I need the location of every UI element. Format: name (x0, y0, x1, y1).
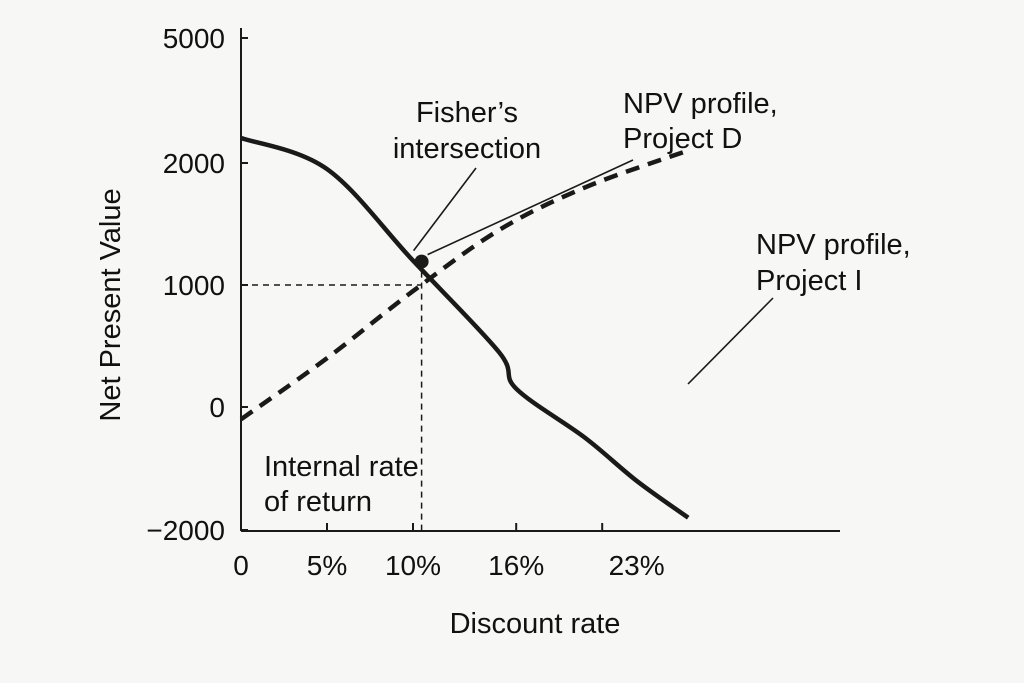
x-tick-label: 23% (609, 550, 665, 581)
project-i-pointer (687, 297, 774, 385)
x-tick-label: 16% (488, 550, 544, 581)
annotations: Fisher’s intersection NPV profile, Proje… (95, 88, 911, 640)
annotation-pointers (412, 159, 774, 385)
project-d-pointer (427, 159, 634, 256)
fisher-label-line2: intersection (393, 133, 541, 165)
series-line-solid (240, 135, 690, 520)
fisher-label-line1: Fisher’s (416, 97, 518, 129)
project-d-label-line1: NPV profile, (623, 88, 778, 120)
series-line-dashed (239, 148, 689, 422)
axes: 5000 2000 1000 0 −2000 0 5% 10% 16% 23% (146, 23, 840, 581)
project-i-label-line2: Project I (756, 265, 862, 297)
irr-label-line1: Internal rate (264, 451, 419, 483)
y-tick-label: −2000 (146, 515, 225, 546)
reference-lines (241, 260, 423, 531)
irr-label-line2: of return (264, 486, 372, 518)
x-tick-label: 10% (385, 550, 441, 581)
y-tick-label: 2000 (163, 148, 225, 179)
project-d-label-line2: Project D (623, 123, 742, 155)
y-axis-title: Net Present Value (95, 188, 127, 421)
series-group (239, 135, 690, 520)
project-i-label-line1: NPV profile, (756, 229, 911, 261)
y-tick-label: 0 (209, 392, 225, 423)
intersection-point (414, 254, 429, 269)
x-tick-label: 0 (233, 550, 249, 581)
fisher-pointer (412, 167, 477, 252)
y-tick-label: 1000 (163, 270, 225, 301)
x-axis-title: Discount rate (450, 608, 621, 640)
y-tick-label: 5000 (163, 23, 225, 54)
x-tick-label: 5% (307, 550, 347, 581)
